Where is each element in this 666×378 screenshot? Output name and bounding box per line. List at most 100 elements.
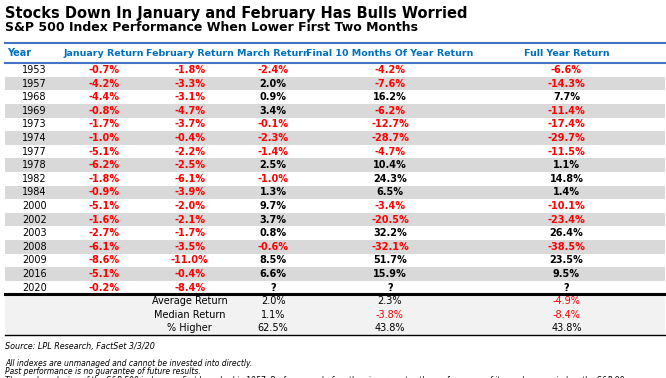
Bar [5, 308, 665, 322]
Text: -1.8%: -1.8% [174, 65, 205, 75]
Text: All indexes are unmanaged and cannot be invested into directly.: All indexes are unmanaged and cannot be … [5, 359, 252, 368]
Text: -4.2%: -4.2% [89, 79, 120, 88]
Text: -10.1%: -10.1% [547, 201, 585, 211]
Text: 15.9%: 15.9% [373, 269, 407, 279]
Text: Past performance is no guarantee of future results.: Past performance is no guarantee of futu… [5, 367, 201, 376]
Bar [5, 145, 665, 158]
Bar [5, 281, 665, 294]
Text: Year: Year [7, 48, 31, 58]
Text: 16.2%: 16.2% [373, 92, 407, 102]
Text: -8.4%: -8.4% [553, 310, 580, 320]
Text: 43.8%: 43.8% [375, 324, 405, 333]
Text: ?: ? [563, 283, 569, 293]
Text: 1968: 1968 [22, 92, 47, 102]
Bar [5, 294, 665, 308]
Text: The modern design of the S&P 500 index was first launched in 1957. Performance b: The modern design of the S&P 500 index w… [5, 376, 627, 378]
Text: 1973: 1973 [22, 119, 47, 129]
Text: 1.3%: 1.3% [260, 187, 286, 197]
Text: -2.2%: -2.2% [174, 147, 205, 156]
Text: 2000: 2000 [22, 201, 47, 211]
Text: -1.4%: -1.4% [258, 147, 288, 156]
Bar [5, 118, 665, 131]
Text: 1.4%: 1.4% [553, 187, 580, 197]
Text: S&P 500 Index Performance When Lower First Two Months: S&P 500 Index Performance When Lower Fir… [5, 21, 418, 34]
Bar [5, 158, 665, 172]
Text: 9.7%: 9.7% [260, 201, 286, 211]
Text: -1.0%: -1.0% [89, 133, 120, 143]
Text: 1.1%: 1.1% [261, 310, 285, 320]
Text: -4.7%: -4.7% [174, 106, 205, 116]
Text: 2009: 2009 [22, 256, 47, 265]
Text: 2.0%: 2.0% [261, 296, 285, 306]
Text: 1977: 1977 [22, 147, 47, 156]
Text: 1953: 1953 [22, 65, 47, 75]
Text: 2.5%: 2.5% [260, 160, 286, 170]
Text: 2.3%: 2.3% [378, 296, 402, 306]
Text: -6.6%: -6.6% [551, 65, 582, 75]
Text: -4.7%: -4.7% [374, 147, 406, 156]
Text: -0.4%: -0.4% [174, 133, 205, 143]
Text: Full Year Return: Full Year Return [523, 49, 609, 58]
Text: -5.1%: -5.1% [89, 269, 120, 279]
Text: -2.7%: -2.7% [89, 228, 120, 238]
Text: 0.8%: 0.8% [260, 228, 286, 238]
Text: -6.2%: -6.2% [89, 160, 120, 170]
Text: 1984: 1984 [22, 187, 47, 197]
Text: 62.5%: 62.5% [258, 324, 288, 333]
Text: -38.5%: -38.5% [547, 242, 585, 252]
Text: -2.3%: -2.3% [258, 133, 288, 143]
Text: 1969: 1969 [22, 106, 47, 116]
Text: March Return: March Return [236, 49, 310, 58]
Text: 1974: 1974 [22, 133, 47, 143]
Text: -0.2%: -0.2% [89, 283, 120, 293]
Text: Stocks Down In January and February Has Bulls Worried: Stocks Down In January and February Has … [5, 6, 468, 21]
Text: -28.7%: -28.7% [371, 133, 409, 143]
Text: -0.6%: -0.6% [258, 242, 288, 252]
Text: -4.4%: -4.4% [89, 92, 120, 102]
Text: -5.1%: -5.1% [89, 147, 120, 156]
Text: 2020: 2020 [22, 283, 47, 293]
Text: -1.0%: -1.0% [258, 174, 288, 184]
Bar [5, 199, 665, 213]
Text: -6.1%: -6.1% [174, 174, 205, 184]
Text: -3.3%: -3.3% [174, 79, 205, 88]
Text: 32.2%: 32.2% [373, 228, 407, 238]
Text: -23.4%: -23.4% [547, 215, 585, 225]
Bar [5, 254, 665, 267]
Text: -11.0%: -11.0% [171, 256, 208, 265]
Text: -0.1%: -0.1% [258, 119, 288, 129]
Bar [5, 267, 665, 281]
Text: ?: ? [387, 283, 393, 293]
Text: 2003: 2003 [22, 228, 47, 238]
Text: 24.3%: 24.3% [373, 174, 407, 184]
Text: 2.0%: 2.0% [260, 79, 286, 88]
Text: -3.7%: -3.7% [174, 119, 205, 129]
Text: 26.4%: 26.4% [549, 228, 583, 238]
Text: -6.2%: -6.2% [374, 106, 406, 116]
Text: 6.5%: 6.5% [376, 187, 404, 197]
Text: ?: ? [270, 283, 276, 293]
Text: -2.0%: -2.0% [174, 201, 205, 211]
Text: 6.6%: 6.6% [260, 269, 286, 279]
Text: 2008: 2008 [22, 242, 47, 252]
Text: -11.5%: -11.5% [547, 147, 585, 156]
Text: -14.3%: -14.3% [547, 79, 585, 88]
Text: -0.8%: -0.8% [89, 106, 120, 116]
Text: 1.1%: 1.1% [553, 160, 580, 170]
Text: -11.4%: -11.4% [547, 106, 585, 116]
Text: -0.9%: -0.9% [89, 187, 120, 197]
Bar [5, 131, 665, 145]
Text: -20.5%: -20.5% [371, 215, 409, 225]
Text: 2002: 2002 [22, 215, 47, 225]
Text: 8.5%: 8.5% [260, 256, 286, 265]
Text: -4.2%: -4.2% [374, 65, 406, 75]
Text: -8.4%: -8.4% [174, 283, 205, 293]
Text: 2016: 2016 [22, 269, 47, 279]
Text: 1978: 1978 [22, 160, 47, 170]
Bar [5, 90, 665, 104]
Text: 10.4%: 10.4% [373, 160, 407, 170]
Text: -3.9%: -3.9% [174, 187, 205, 197]
Text: 23.5%: 23.5% [549, 256, 583, 265]
Text: -29.7%: -29.7% [547, 133, 585, 143]
Text: February Return: February Return [146, 49, 234, 58]
